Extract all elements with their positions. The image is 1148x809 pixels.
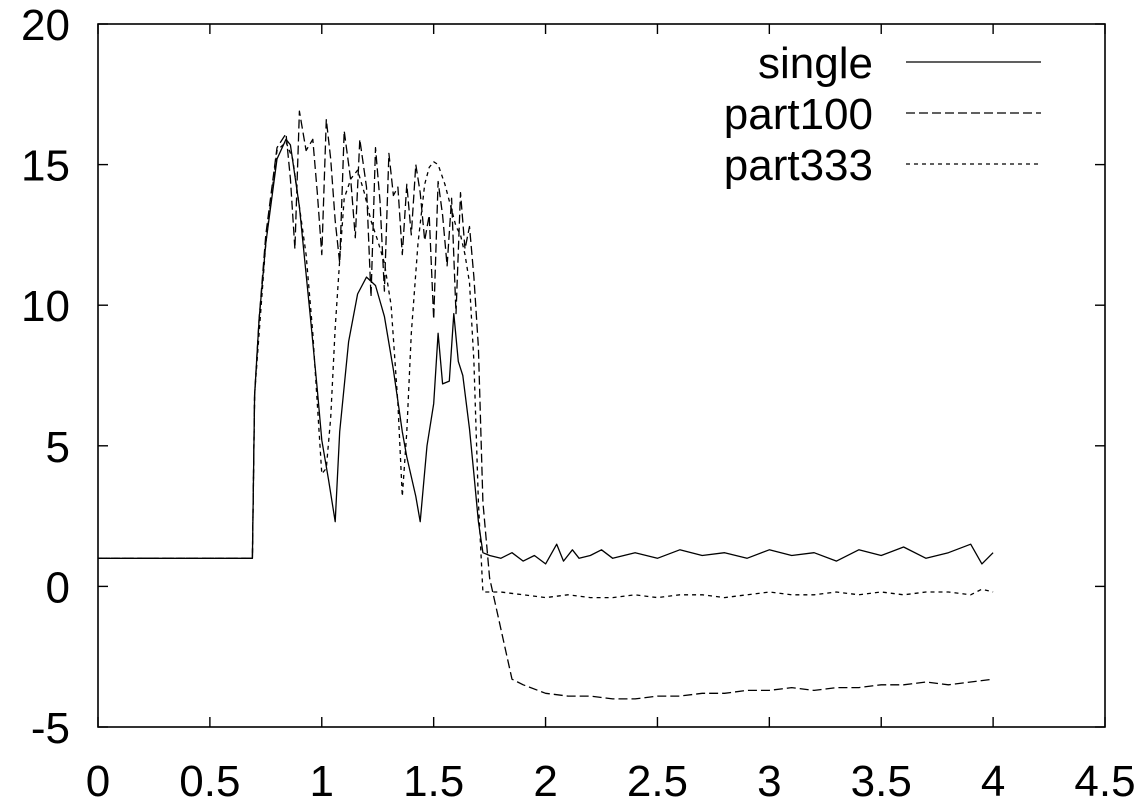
y-tick-label: 20 xyxy=(21,1,70,50)
y-tick-label: 10 xyxy=(21,282,70,331)
plot-frame xyxy=(97,23,1106,728)
x-tick-label: 4 xyxy=(981,757,1005,806)
series-lines xyxy=(98,110,994,700)
y-tick-label: 5 xyxy=(46,423,70,472)
series-line-part333 xyxy=(98,141,994,599)
y-tick-label: 15 xyxy=(21,142,70,191)
x-tick-label: 3 xyxy=(757,757,781,806)
y-tick-label: 0 xyxy=(46,563,70,612)
legend-label-single: single xyxy=(758,39,873,88)
x-axis: 0 0.5 1 1.5 2 2.5 3 3.5 4 4.5 xyxy=(86,24,1136,806)
series-line-single xyxy=(98,138,994,565)
x-tick-label: 1.5 xyxy=(403,757,464,806)
x-tick-label: 3.5 xyxy=(851,757,912,806)
legend-label-part100: part100 xyxy=(724,90,873,139)
y-tick-label: -5 xyxy=(31,704,70,753)
y-axis: -5 0 5 10 15 20 xyxy=(21,1,1105,753)
plot-border xyxy=(97,23,1106,728)
x-tick-label: 0 xyxy=(86,757,110,806)
x-tick-label: 0.5 xyxy=(179,757,240,806)
x-tick-label: 2 xyxy=(533,757,557,806)
legend-label-part333: part333 xyxy=(724,141,873,190)
x-tick-label: 1 xyxy=(310,757,334,806)
x-tick-label: 4.5 xyxy=(1074,757,1135,806)
x-tick-label: 2.5 xyxy=(627,757,688,806)
series-line-part100 xyxy=(98,110,994,700)
